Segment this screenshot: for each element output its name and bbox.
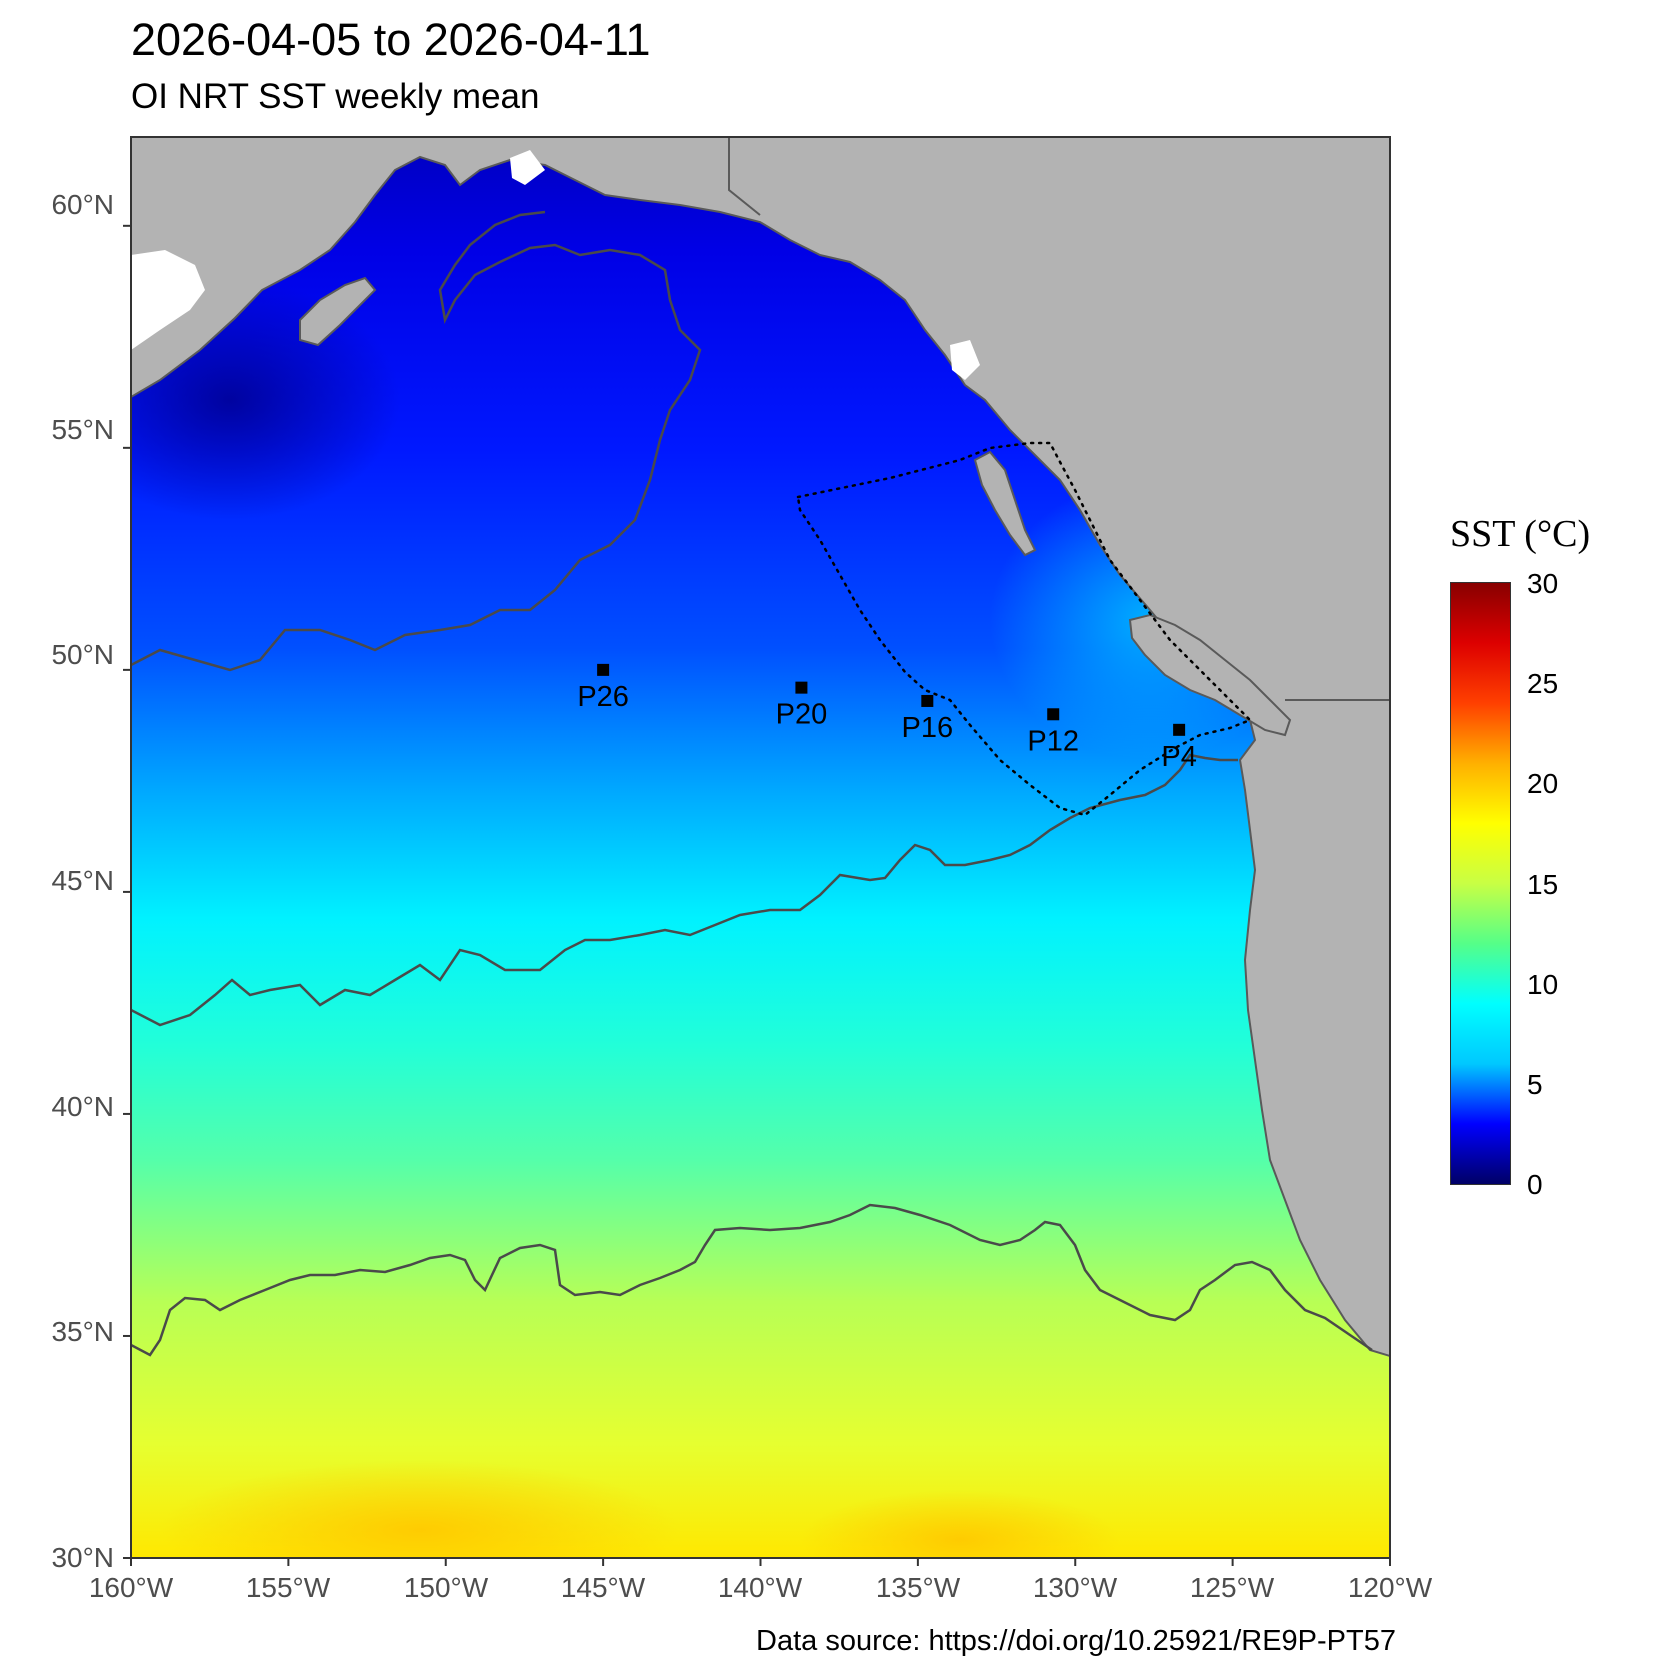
ice-patches bbox=[131, 150, 980, 380]
station-marker bbox=[1047, 708, 1060, 721]
x-tick-label: 130°W bbox=[1032, 1572, 1118, 1603]
map-subtitle: OI NRT SST weekly mean bbox=[131, 77, 540, 116]
x-tick-label: 150°W bbox=[403, 1572, 489, 1603]
warm-anomaly bbox=[160, 1460, 680, 1558]
station-label: P16 bbox=[902, 712, 954, 744]
station-marker bbox=[1173, 723, 1186, 736]
legend-tick-label: 5 bbox=[1527, 1069, 1543, 1100]
station-markers: P26 P20 P16 P12 P4 bbox=[577, 663, 1197, 773]
warm-anomaly bbox=[800, 1490, 1120, 1558]
legend-tick-label: 30 bbox=[1527, 568, 1559, 599]
legend-tick-label: 10 bbox=[1527, 969, 1559, 1000]
station-label: P4 bbox=[1161, 741, 1196, 773]
data-source-note: Data source: https://doi.org/10.25921/RE… bbox=[756, 1625, 1396, 1657]
x-tick-label: 140°W bbox=[717, 1572, 803, 1603]
x-tick-label: 160°W bbox=[88, 1572, 174, 1603]
land bbox=[131, 137, 1390, 1358]
x-tick-label: 135°W bbox=[875, 1572, 961, 1603]
legend-tick-label: 0 bbox=[1527, 1169, 1543, 1200]
legend-tick-label: 15 bbox=[1527, 869, 1559, 900]
legend-tick-label: 25 bbox=[1527, 668, 1559, 699]
station-label: P12 bbox=[1027, 725, 1079, 757]
border-line bbox=[728, 137, 761, 216]
y-tick-label: 35°N bbox=[51, 1316, 114, 1347]
map-panel: P26 P20 P16 P12 P4 bbox=[131, 137, 1390, 1558]
y-tick-label: 50°N bbox=[51, 639, 114, 670]
station-marker bbox=[597, 663, 610, 676]
y-tick-label: 45°N bbox=[51, 865, 114, 896]
y-tick-label: 55°N bbox=[51, 414, 114, 445]
axis-ticks bbox=[123, 224, 1391, 1566]
y-tick-label: 40°N bbox=[51, 1091, 114, 1122]
x-tick-label: 155°W bbox=[245, 1572, 331, 1603]
y-tick-label: 30°N bbox=[51, 1542, 114, 1573]
x-tick-label: 125°W bbox=[1189, 1572, 1275, 1603]
station-label: P20 bbox=[776, 699, 828, 731]
x-tick-label: 145°W bbox=[560, 1572, 646, 1603]
station-marker bbox=[921, 694, 934, 707]
y-tick-label: 60°N bbox=[51, 189, 114, 220]
x-tick-label: 120°W bbox=[1347, 1572, 1433, 1603]
legend-title: SST (°C) bbox=[1450, 513, 1591, 555]
isotherm-contours bbox=[131, 210, 1373, 1357]
map-title: 2026-04-05 to 2026-04-11 bbox=[131, 14, 651, 65]
legend-colorbar bbox=[1450, 582, 1511, 1185]
station-label: P26 bbox=[577, 681, 629, 713]
legend-tick-label: 20 bbox=[1527, 768, 1559, 799]
station-marker bbox=[795, 681, 808, 694]
